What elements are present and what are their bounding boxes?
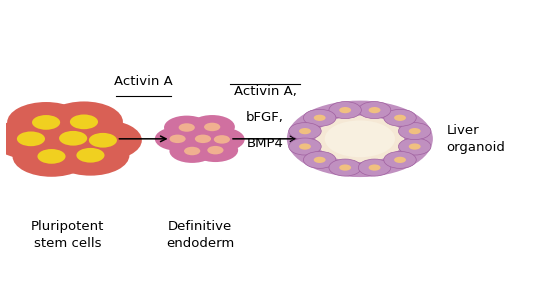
Circle shape — [155, 127, 200, 151]
Circle shape — [304, 151, 336, 168]
Circle shape — [17, 131, 45, 146]
Circle shape — [184, 147, 200, 155]
Circle shape — [45, 101, 123, 142]
Circle shape — [199, 127, 245, 151]
Circle shape — [329, 159, 362, 176]
Circle shape — [329, 102, 362, 118]
Circle shape — [369, 164, 380, 171]
Circle shape — [189, 115, 235, 139]
Circle shape — [409, 143, 421, 150]
Circle shape — [64, 120, 142, 161]
Circle shape — [339, 107, 351, 113]
Circle shape — [208, 146, 224, 154]
Circle shape — [193, 138, 238, 162]
Circle shape — [51, 135, 129, 176]
Circle shape — [299, 128, 311, 134]
Circle shape — [0, 118, 70, 159]
Circle shape — [204, 123, 220, 131]
Circle shape — [32, 115, 60, 130]
Circle shape — [325, 121, 395, 157]
Circle shape — [34, 118, 112, 159]
Circle shape — [384, 151, 416, 168]
Circle shape — [358, 102, 391, 118]
Text: bFGF,: bFGF, — [246, 111, 284, 124]
Circle shape — [384, 109, 416, 126]
Circle shape — [38, 149, 66, 164]
Circle shape — [195, 135, 211, 143]
Circle shape — [214, 135, 230, 144]
Circle shape — [76, 148, 104, 163]
Text: Definitive
endoderm: Definitive endoderm — [166, 220, 235, 250]
Text: BMP4: BMP4 — [247, 137, 284, 150]
Circle shape — [13, 136, 91, 177]
Circle shape — [181, 127, 226, 151]
Circle shape — [358, 159, 391, 176]
Circle shape — [299, 143, 311, 150]
Circle shape — [339, 164, 351, 171]
Circle shape — [399, 123, 431, 140]
Circle shape — [70, 114, 98, 129]
Circle shape — [179, 123, 195, 132]
Circle shape — [289, 123, 321, 140]
Circle shape — [316, 116, 404, 162]
Circle shape — [394, 115, 406, 121]
Circle shape — [304, 109, 336, 126]
Text: Liver
organoid: Liver organoid — [447, 124, 505, 154]
Text: Activin A,: Activin A, — [233, 85, 296, 98]
Circle shape — [314, 115, 326, 121]
Circle shape — [169, 135, 185, 143]
Circle shape — [164, 116, 209, 139]
Circle shape — [314, 157, 326, 163]
Circle shape — [59, 131, 87, 146]
Circle shape — [89, 133, 117, 148]
Circle shape — [7, 102, 85, 143]
Circle shape — [169, 139, 215, 163]
Circle shape — [399, 138, 431, 155]
Circle shape — [289, 138, 321, 155]
Text: Activin A: Activin A — [114, 75, 173, 88]
Text: Pluripotent
stem cells: Pluripotent stem cells — [31, 220, 104, 250]
Circle shape — [287, 101, 433, 177]
Circle shape — [394, 157, 406, 163]
Circle shape — [369, 107, 380, 113]
Circle shape — [409, 128, 421, 134]
